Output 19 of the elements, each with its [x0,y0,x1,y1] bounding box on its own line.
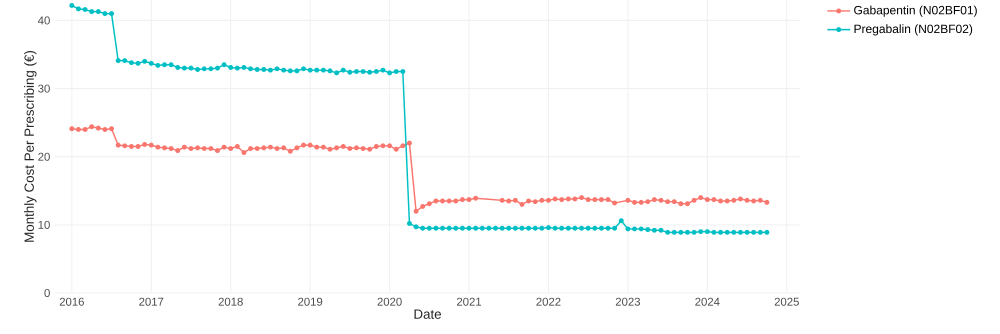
x-tick-label: 2017 [139,298,164,306]
x-tick-label: 2023 [616,298,640,306]
y-tick-label: 10 [38,220,50,229]
x-tick-label: 2016 [60,298,84,306]
x-tick-label: 2019 [298,298,322,306]
y-axis-title: Monthly Cost Per Prescribing (€) [24,51,37,242]
y-tick-label: 40 [38,16,50,24]
x-axis-title: Date [414,310,441,319]
y-tick-label: 0 [44,288,50,297]
x-tick-label: 2020 [378,298,402,306]
y-tick-label: 30 [38,84,50,93]
legend-label: Gabapentin (N02BF01) [854,6,977,17]
x-tick-label: 2022 [536,298,560,306]
legend-label: Pregabalin (N02BF02) [854,24,972,36]
x-tick-label: 2025 [774,298,799,306]
x-tick-label: 2021 [456,298,482,306]
y-tick-label: 20 [38,152,50,161]
x-tick-label: 2024 [695,298,720,306]
x-tick-label: 2018 [218,298,243,306]
